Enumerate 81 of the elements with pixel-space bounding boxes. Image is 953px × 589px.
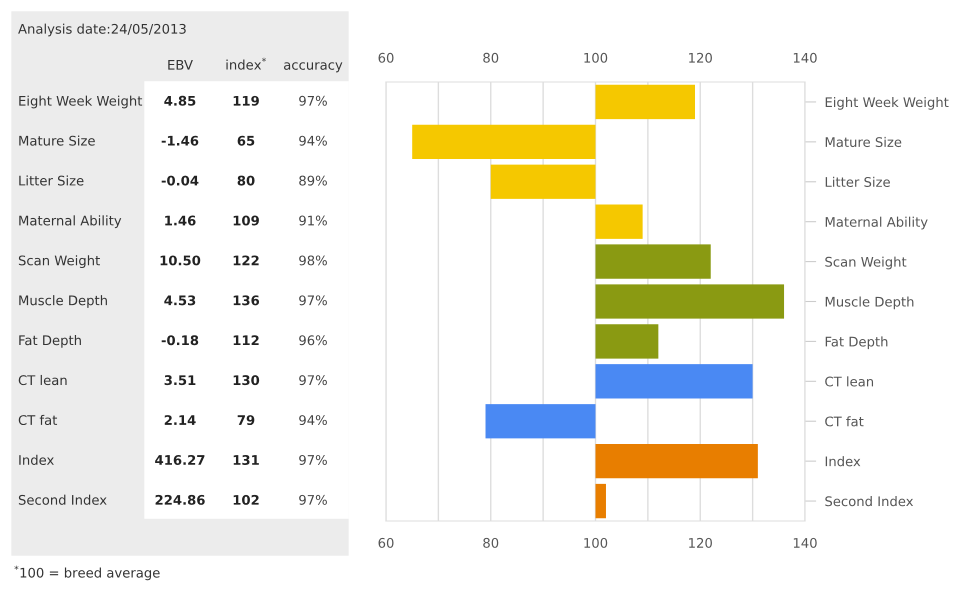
text: 4.53 bbox=[164, 295, 196, 306]
y-tick-label: Second Index bbox=[825, 496, 914, 506]
text: 65 bbox=[238, 136, 254, 146]
y-tick-label: Fat Depth bbox=[826, 336, 888, 350]
text: 94% bbox=[299, 136, 327, 146]
y-tick-label: Index bbox=[826, 456, 860, 466]
text: Maternal Ability bbox=[19, 215, 122, 228]
text: accuracy bbox=[284, 62, 342, 72]
bar bbox=[596, 244, 711, 279]
x-tick-label: 120 bbox=[689, 538, 712, 548]
x2-tick-label: 140 bbox=[794, 52, 817, 63]
text: 97% bbox=[299, 295, 327, 306]
text: 416.27 bbox=[155, 454, 204, 465]
text: Eight Week Weight bbox=[19, 96, 142, 108]
x-tick-label: 100 bbox=[584, 538, 608, 548]
text: 122 bbox=[234, 255, 259, 266]
text: -1.46 bbox=[162, 136, 198, 146]
y-tick-label: Maternal Ability bbox=[826, 216, 928, 230]
text: index$^{*}$ bbox=[226, 58, 266, 70]
text: 94% bbox=[299, 415, 327, 426]
text: -0.04 bbox=[162, 176, 198, 186]
text: Scan Weight bbox=[18, 255, 100, 268]
text: 79 bbox=[238, 415, 254, 426]
text: 91% bbox=[299, 216, 327, 226]
text: 109 bbox=[234, 216, 259, 226]
x2-tick-label: 60 bbox=[378, 52, 394, 63]
y-tick-label: Litter Size bbox=[826, 176, 890, 187]
x-tick-label: 60 bbox=[378, 538, 394, 548]
text: 80 bbox=[238, 176, 255, 186]
x2-tick-label: 100 bbox=[584, 52, 608, 63]
text: Muscle Depth bbox=[19, 295, 107, 308]
text: 130 bbox=[234, 375, 260, 386]
y-tick-label: Mature Size bbox=[826, 136, 902, 148]
text: 131 bbox=[234, 454, 259, 465]
y-tick-label: CT fat bbox=[825, 416, 864, 426]
text: 112 bbox=[234, 335, 259, 346]
text: 224.86 bbox=[156, 494, 205, 505]
x2-tick-label: 80 bbox=[483, 52, 498, 63]
text: 96% bbox=[299, 335, 327, 346]
text: 3.51 bbox=[164, 375, 196, 386]
text: Fat Depth bbox=[19, 335, 81, 348]
text: 136 bbox=[234, 295, 260, 306]
text: 97% bbox=[299, 96, 327, 106]
bar bbox=[596, 84, 696, 120]
text: Analysis date:24/05/2013 bbox=[18, 24, 186, 36]
text: CT lean bbox=[18, 374, 67, 386]
bar bbox=[596, 444, 758, 478]
bar bbox=[412, 124, 596, 160]
text: 89% bbox=[299, 176, 327, 186]
x-tick-label: 140 bbox=[794, 538, 817, 548]
text: 2.14 bbox=[164, 415, 196, 425]
y-tick-label: Eight Week Weight bbox=[826, 96, 949, 110]
text: 119 bbox=[234, 96, 259, 106]
bar bbox=[596, 204, 643, 239]
text: 98% bbox=[299, 255, 327, 266]
bar bbox=[596, 484, 606, 518]
text: 97% bbox=[299, 375, 327, 386]
x2-tick-label: 120 bbox=[689, 52, 712, 63]
bar bbox=[596, 364, 753, 398]
text: 102 bbox=[234, 494, 259, 505]
text: CT fat bbox=[18, 414, 58, 426]
text: Mature Size bbox=[19, 135, 95, 146]
text: 97% bbox=[299, 454, 327, 465]
x-tick-label: 80 bbox=[483, 538, 498, 548]
text: 1.46 bbox=[165, 216, 196, 226]
text: 97% bbox=[299, 494, 327, 505]
text: Litter Size bbox=[19, 175, 84, 186]
text: -0.18 bbox=[162, 335, 198, 346]
bar bbox=[486, 404, 596, 438]
text: $^{*}$100 = breed average bbox=[14, 566, 160, 580]
bar bbox=[596, 284, 784, 319]
text: 10.50 bbox=[160, 255, 200, 266]
y-tick-label: CT lean bbox=[825, 376, 874, 387]
text: Index bbox=[19, 454, 54, 465]
y-tick-label: Muscle Depth bbox=[826, 296, 914, 310]
text: 4.85 bbox=[164, 96, 196, 106]
bar bbox=[596, 324, 658, 359]
bar bbox=[490, 164, 596, 199]
y-tick-label: Scan Weight bbox=[825, 256, 906, 270]
text: EBV bbox=[168, 60, 193, 70]
text: Second Index bbox=[18, 494, 107, 505]
